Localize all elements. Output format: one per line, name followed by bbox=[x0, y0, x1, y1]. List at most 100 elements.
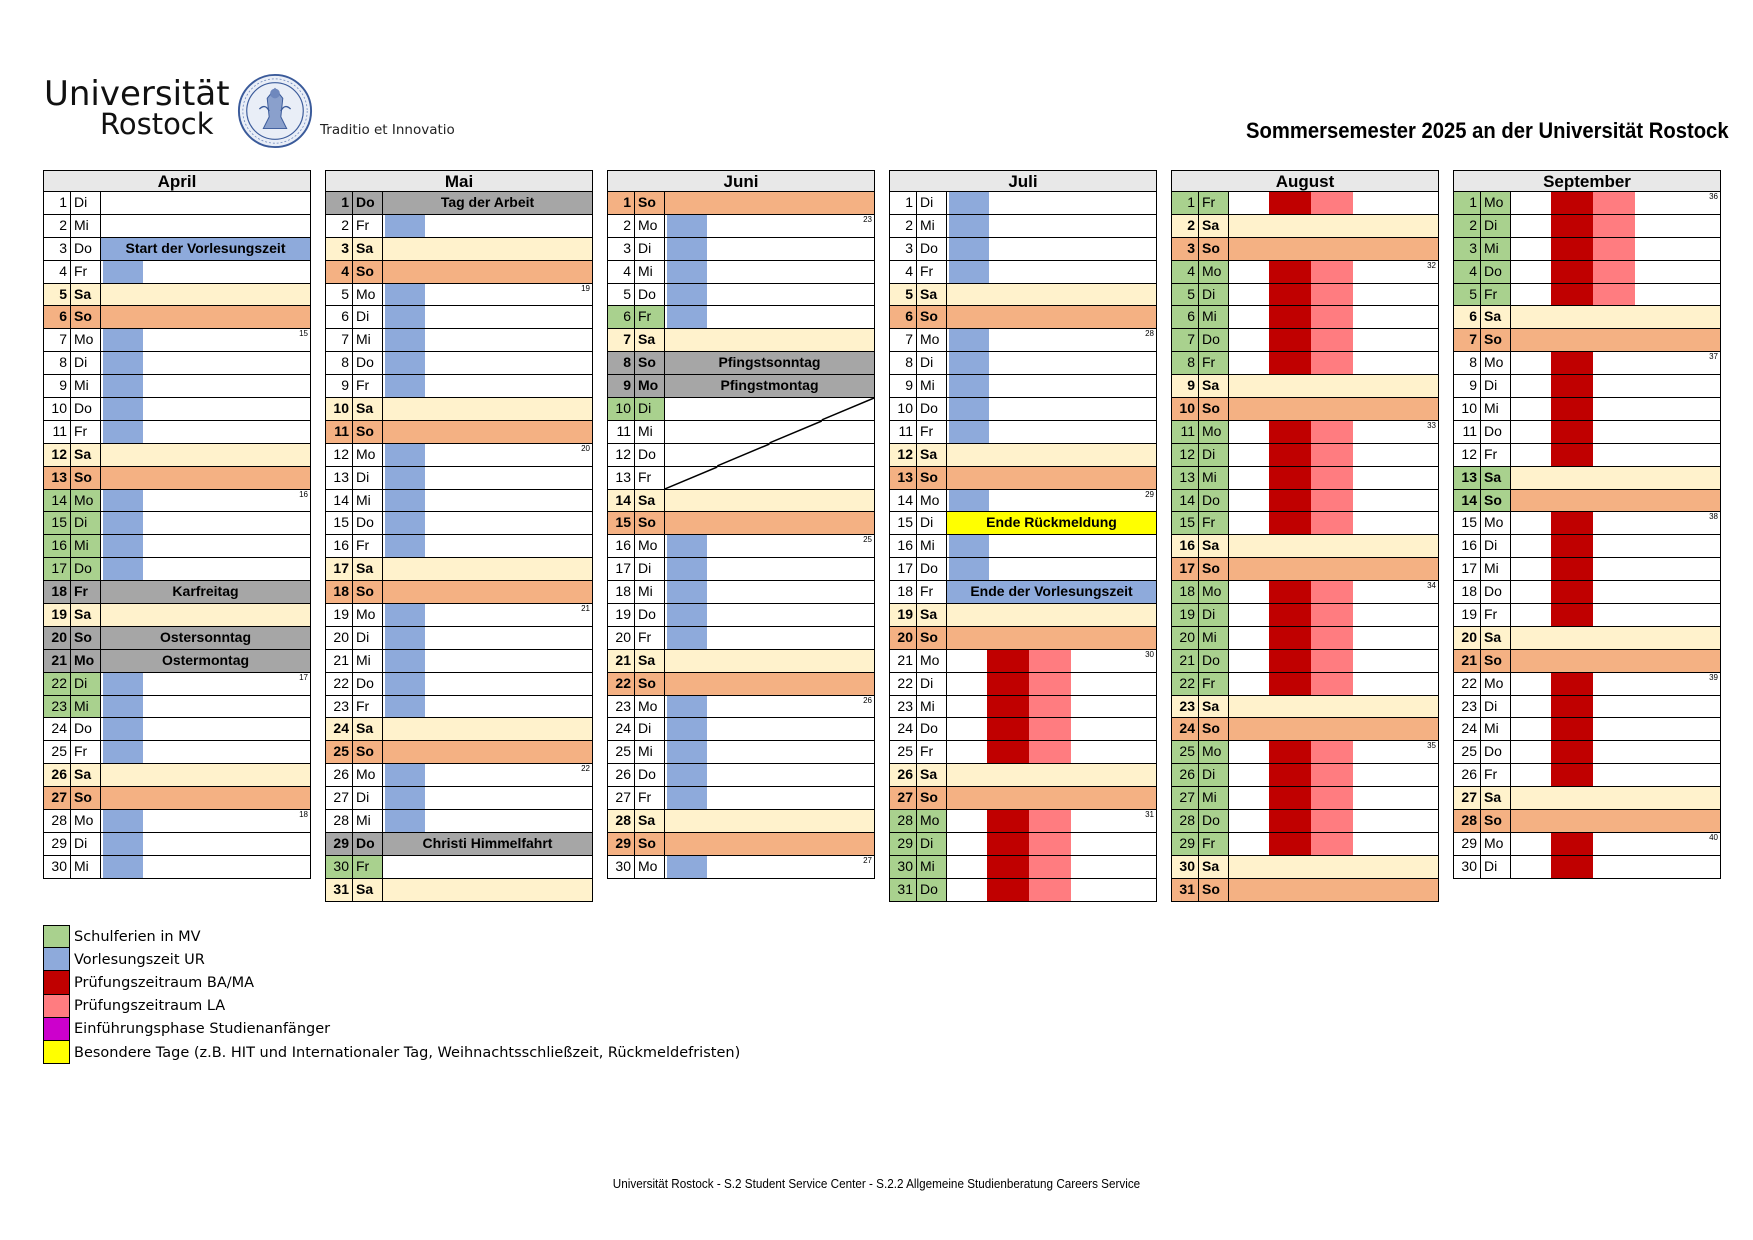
day-cell bbox=[1229, 352, 1438, 375]
weekday: Mo bbox=[1481, 832, 1511, 855]
day-number: 3 bbox=[1172, 237, 1199, 260]
legend: Schulferien in MV Vorlesungszeit UR Prüfun… bbox=[43, 925, 740, 1065]
day-cell: Start der Vorlesungszeit bbox=[101, 237, 310, 260]
day-row: 11 So bbox=[325, 420, 593, 444]
weekday: Mi bbox=[71, 214, 101, 237]
day-cell bbox=[1511, 420, 1720, 443]
weekday: So bbox=[635, 832, 665, 855]
day-row: 2 Di bbox=[1453, 214, 1721, 238]
day-row: 26 Sa bbox=[43, 764, 311, 788]
day-number: 5 bbox=[1172, 283, 1199, 306]
day-cell bbox=[1229, 649, 1438, 672]
day-row: 2 Fr bbox=[325, 214, 593, 238]
month-column-september: September 1 Mo 36 2 Di 3 Mi 4 Do 5 Fr 6 Sa 7 So 8 Mo 37 9 Di… bbox=[1453, 170, 1721, 879]
week-number: 40 bbox=[1709, 832, 1718, 842]
weekday: Sa bbox=[353, 558, 383, 581]
weekday: Sa bbox=[1199, 214, 1229, 237]
day-cell bbox=[947, 375, 1156, 398]
day-number: 27 bbox=[1172, 787, 1199, 810]
day-row: 15 Do bbox=[325, 512, 593, 536]
day-row: 20 Fr bbox=[607, 626, 875, 650]
day-number: 28 bbox=[890, 810, 917, 832]
weekday: Do bbox=[1481, 741, 1511, 764]
weekday: Fr bbox=[917, 420, 947, 443]
day-row: 2 Sa bbox=[1171, 214, 1439, 238]
weekday: Di bbox=[917, 832, 947, 855]
weekday: Fr bbox=[353, 214, 383, 237]
weekday: So bbox=[71, 306, 101, 329]
week-number: 15 bbox=[299, 329, 308, 339]
exam-period-la-bar bbox=[1311, 283, 1353, 306]
lecture-period-bar bbox=[103, 741, 143, 764]
lecture-period-bar bbox=[103, 420, 143, 443]
day-cell: 36 bbox=[1511, 192, 1720, 214]
lecture-period-bar bbox=[949, 375, 989, 398]
lecture-period-bar bbox=[385, 375, 425, 398]
month-header: April bbox=[43, 170, 311, 192]
day-row: 27 Di bbox=[325, 787, 593, 811]
day-row: 28 So bbox=[1453, 810, 1721, 833]
day-row: 9 Di bbox=[1453, 375, 1721, 399]
lecture-period-bar bbox=[949, 398, 989, 420]
weekday: Sa bbox=[353, 398, 383, 420]
day-cell bbox=[947, 764, 1156, 787]
day-row: 6 So bbox=[43, 306, 311, 330]
day-cell bbox=[947, 832, 1156, 855]
week-number: 34 bbox=[1427, 581, 1436, 591]
weekday: Do bbox=[917, 237, 947, 260]
exam-period-ba-ma-bar bbox=[1551, 192, 1593, 214]
day-number: 13 bbox=[326, 466, 353, 489]
day-number: 28 bbox=[326, 810, 353, 832]
day-cell bbox=[383, 375, 592, 398]
exam-period-la-bar bbox=[1593, 260, 1635, 283]
day-cell: 35 bbox=[1229, 741, 1438, 764]
day-cell bbox=[383, 741, 592, 764]
lecture-period-bar bbox=[385, 672, 425, 695]
day-number: 2 bbox=[1172, 214, 1199, 237]
day-number: 1 bbox=[890, 192, 917, 214]
day-cell bbox=[383, 214, 592, 237]
day-row: 25 Fr bbox=[43, 741, 311, 765]
day-number: 15 bbox=[890, 512, 917, 535]
weekday: Di bbox=[353, 787, 383, 810]
weekday: Di bbox=[1481, 535, 1511, 558]
day-number: 30 bbox=[1454, 855, 1481, 878]
day-number: 12 bbox=[890, 443, 917, 466]
no-lectures-strike-line bbox=[665, 398, 874, 420]
day-cell bbox=[101, 695, 310, 718]
day-cell bbox=[947, 535, 1156, 558]
day-row: 18 Fr Ende der Vorlesungszeit bbox=[889, 581, 1157, 605]
lecture-period-bar bbox=[667, 535, 707, 558]
day-number: 12 bbox=[1172, 443, 1199, 466]
weekday: So bbox=[635, 352, 665, 375]
weekday: Sa bbox=[1199, 375, 1229, 398]
weekday: So bbox=[1481, 489, 1511, 512]
day-cell bbox=[665, 787, 874, 810]
weekday: Mi bbox=[917, 695, 947, 718]
lecture-period-bar bbox=[949, 352, 989, 375]
day-cell bbox=[383, 512, 592, 535]
weekday: Sa bbox=[1481, 626, 1511, 649]
day-number: 20 bbox=[44, 626, 71, 649]
day-cell bbox=[1229, 512, 1438, 535]
legend-item: Besondere Tage (z.B. HIT und Internation… bbox=[43, 1040, 740, 1065]
holiday-label: Karfreitag bbox=[172, 583, 239, 600]
exam-period-ba-ma-bar bbox=[1551, 214, 1593, 237]
day-cell bbox=[101, 352, 310, 375]
day-cell bbox=[1229, 283, 1438, 306]
day-number: 14 bbox=[608, 489, 635, 512]
day-row: 28 Mo 18 bbox=[43, 810, 311, 833]
day-cell bbox=[1511, 581, 1720, 604]
day-number: 20 bbox=[1454, 626, 1481, 649]
day-cell bbox=[383, 489, 592, 512]
day-cell: 25 bbox=[665, 535, 874, 558]
weekday: Sa bbox=[1481, 787, 1511, 810]
weekday: So bbox=[635, 512, 665, 535]
day-number: 22 bbox=[890, 672, 917, 695]
day-number: 7 bbox=[608, 329, 635, 352]
day-number: 24 bbox=[44, 718, 71, 741]
day-number: 11 bbox=[1454, 420, 1481, 443]
day-cell bbox=[101, 832, 310, 855]
exam-period-ba-ma-bar bbox=[1269, 810, 1311, 832]
day-row: 1 Di bbox=[43, 192, 311, 215]
